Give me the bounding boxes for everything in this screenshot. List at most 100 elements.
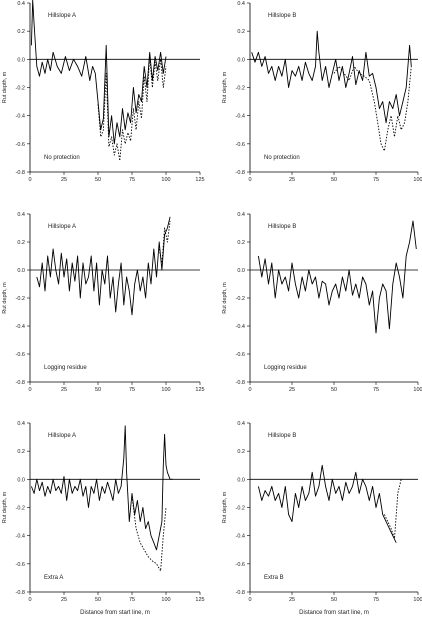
y-tick-label: -0.6	[16, 142, 25, 148]
panel-annotation: Logging residue	[44, 365, 87, 371]
y-axis-label: Rut depth, m	[222, 282, 228, 314]
y-tick-label: 0.4	[237, 421, 245, 427]
x-tick-label: 75	[129, 177, 135, 183]
x-tick-label: 50	[95, 177, 101, 183]
x-tick-label: 100	[413, 387, 422, 393]
chart-panel-5: 0.4 0.2 0.0 -0.2 -0.4 -0.6 -0.80 25 50 75 100 125 Ru…	[2, 421, 205, 616]
y-tick-label: 0.0	[237, 57, 245, 63]
x-tick-label: 25	[289, 387, 295, 393]
panel-title: Hillslope A	[48, 224, 76, 230]
panel-annotation: No protection	[44, 155, 80, 161]
y-tick-label: -0.4	[236, 114, 245, 120]
y-tick-label: -0.4	[236, 534, 245, 540]
chart-panel-6: 0.4 0.2 0.0 -0.2 -0.4 -0.6 -0.80 25 50 75 100 Rut d…	[222, 421, 422, 616]
y-tick-label: -0.8	[16, 380, 25, 386]
panel-title: Hillslope A	[48, 433, 76, 439]
x-tick-label: 125	[195, 387, 204, 393]
x-tick-label: 25	[61, 597, 67, 603]
panel-title: Hillslope B	[268, 433, 296, 439]
x-tick-label: 25	[289, 597, 295, 603]
series-line-solid	[257, 464, 397, 543]
series-line-solid	[36, 216, 171, 316]
panel-annotation: Extra A	[44, 575, 63, 581]
x-tick-label: 0	[248, 597, 251, 603]
chart-panel-3: 0.4 0.2 0.0 -0.2 -0.4 -0.6 -0.80 25 50 75 100 125 Ru…	[2, 212, 205, 393]
x-tick-label: 125	[195, 177, 204, 183]
x-tick-label: 0	[28, 597, 31, 603]
y-axis-label: Rut depth, m	[2, 71, 8, 103]
x-tick-label: 50	[331, 177, 337, 183]
y-tick-label: -0.8	[236, 170, 245, 176]
y-tick-label: 0.2	[237, 240, 245, 246]
y-tick-label: -0.4	[236, 324, 245, 330]
y-tick-label: -0.2	[16, 296, 25, 302]
series-line-solid	[251, 30, 412, 124]
y-tick-label: -0.4	[16, 114, 25, 120]
y-tick-label: -0.8	[16, 170, 25, 176]
x-tick-label: 25	[61, 177, 67, 183]
y-tick-label: 0.0	[17, 477, 25, 483]
series-line-dotted	[383, 479, 402, 539]
x-tick-label: 25	[289, 177, 295, 183]
y-tick-label: 0.4	[237, 1, 245, 7]
series-line-solid	[30, 0, 167, 145]
x-tick-label: 0	[28, 387, 31, 393]
x-tick-label: 50	[331, 387, 337, 393]
x-tick-label: 0	[248, 387, 251, 393]
panel-annotation: Extra B	[264, 575, 284, 581]
y-tick-label: 0.0	[17, 57, 25, 63]
x-tick-label: 25	[61, 387, 67, 393]
y-tick-label: -0.4	[16, 324, 25, 330]
y-tick-label: 0.2	[17, 240, 25, 246]
x-tick-label: 50	[95, 387, 101, 393]
x-tick-label: 125	[195, 597, 204, 603]
chart-panel-2: 0.4 0.2 0.0 -0.2 -0.4 -0.6 -0.80 25 50 75 100 Rut d…	[222, 1, 422, 183]
y-tick-label: -0.6	[16, 352, 25, 358]
series-line-dotted	[97, 56, 167, 162]
x-tick-label: 100	[413, 597, 422, 603]
x-tick-label: 75	[129, 597, 135, 603]
y-tick-label: 0.4	[17, 212, 25, 218]
x-axis-label: Distance from start line, m	[80, 610, 150, 616]
y-tick-label: -0.8	[236, 590, 245, 596]
y-tick-label: 0.2	[237, 449, 245, 455]
y-tick-label: -0.2	[236, 296, 245, 302]
y-axis-label: Rut depth, m	[2, 282, 8, 314]
y-tick-label: -0.8	[236, 380, 245, 386]
x-tick-label: 0	[248, 177, 251, 183]
y-tick-label: 0.0	[17, 268, 25, 274]
chart-panel-1: 0.4 0.2 0.0 -0.2 -0.4 -0.6 -0.80 25 50 75 100 125 Ru…	[2, 0, 205, 183]
y-tick-label: -0.6	[16, 562, 25, 568]
panel-title: Hillslope B	[268, 13, 296, 19]
y-tick-label: -0.2	[16, 86, 25, 92]
x-tick-label: 100	[413, 177, 422, 183]
y-axis-label: Rut depth, m	[222, 491, 228, 523]
series-line-dotted	[131, 496, 167, 572]
chart-panel-4: 0.4 0.2 0.0 -0.2 -0.4 -0.6 -0.80 25 50 75 100 Rut d…	[222, 212, 422, 393]
y-tick-label: 0.2	[17, 29, 25, 35]
panel-annotation: Logging residue	[264, 365, 307, 371]
x-tick-label: 100	[161, 597, 170, 603]
y-tick-label: 0.0	[237, 477, 245, 483]
y-tick-label: -0.8	[16, 590, 25, 596]
x-axis-label: Distance from start line, m	[299, 610, 369, 616]
y-tick-label: 0.4	[17, 421, 25, 427]
y-tick-label: 0.0	[237, 268, 245, 274]
series-line-dotted	[158, 220, 171, 264]
x-tick-label: 50	[331, 597, 337, 603]
panel-annotation: No protection	[264, 155, 300, 161]
y-tick-label: -0.4	[16, 534, 25, 540]
y-tick-label: 0.4	[17, 1, 25, 7]
x-tick-label: 75	[129, 387, 135, 393]
x-tick-label: 75	[373, 177, 379, 183]
y-tick-label: -0.6	[236, 142, 245, 148]
y-tick-label: -0.2	[236, 506, 245, 512]
panel-title: Hillslope A	[48, 13, 76, 19]
y-tick-label: -0.6	[236, 562, 245, 568]
x-tick-label: 0	[28, 177, 31, 183]
y-axis-label: Rut depth, m	[222, 71, 228, 103]
x-tick-label: 50	[95, 597, 101, 603]
panel-title: Hillslope B	[268, 224, 296, 230]
x-tick-label: 100	[161, 177, 170, 183]
